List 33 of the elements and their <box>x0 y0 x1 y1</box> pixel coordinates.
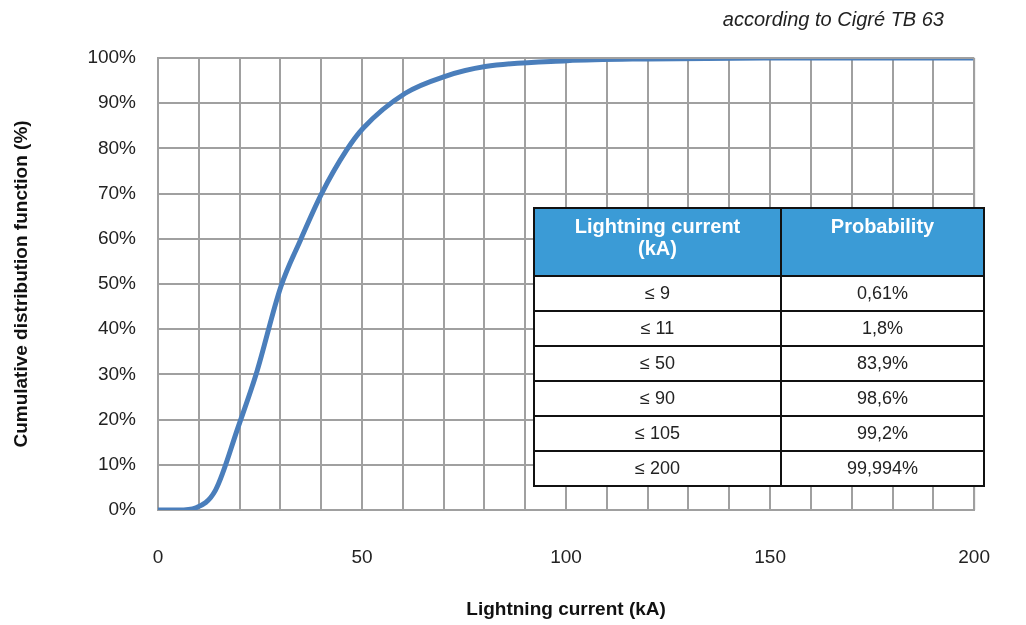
annotation: ≤ 105 <box>534 416 781 451</box>
y-tick-label: 90% <box>97 91 137 113</box>
annotation: 99,994% <box>781 451 984 486</box>
annotation: 0,61% <box>781 276 984 311</box>
y-tick-label: 60% <box>97 227 137 249</box>
annotation: Lightning current (kA) <box>534 208 781 276</box>
annotation: ≤ 50 <box>534 346 781 381</box>
x-tick-label: 150 <box>754 545 786 567</box>
x-tick-label: 200 <box>958 545 990 567</box>
y-tick-label: 30% <box>97 362 137 384</box>
annotation: 83,9% <box>781 346 984 381</box>
y-axis-title: Cumulative distribution function (%) <box>9 120 31 448</box>
annotation: Probability <box>781 208 984 276</box>
x-axis-title: Lightning current (kA) <box>466 597 666 619</box>
y-tick-label: 0% <box>108 498 137 520</box>
y-tick-label: 70% <box>97 181 137 203</box>
y-tick-label: 50% <box>97 272 137 294</box>
y-tick-label: 100% <box>87 46 137 68</box>
y-tick-label: 20% <box>97 407 137 429</box>
annotation: ≤ 200 <box>534 451 781 486</box>
annotation: 99,2% <box>781 416 984 451</box>
annotation: ≤ 11 <box>534 311 781 346</box>
y-tick-label: 10% <box>97 453 137 475</box>
annotation: 98,6% <box>781 381 984 416</box>
y-tick-label: 80% <box>97 136 137 158</box>
text: according to Cigré TB 63 <box>722 8 944 31</box>
annotation: 1,8% <box>781 311 984 346</box>
x-tick-label: 100 <box>550 545 582 567</box>
x-tick-label: 50 <box>351 545 373 567</box>
annotation: ≤ 90 <box>534 381 781 416</box>
x-tick-label: 0 <box>152 545 164 567</box>
y-tick-label: 40% <box>97 317 137 339</box>
annotation: ≤ 9 <box>534 276 781 311</box>
